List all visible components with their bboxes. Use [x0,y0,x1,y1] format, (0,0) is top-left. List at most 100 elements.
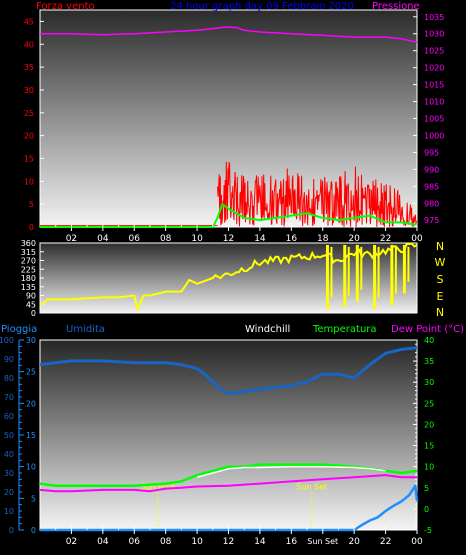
wind-pressure-x-tick-label: 16 [286,234,298,244]
pressure-axis-title: Pressione [372,1,420,12]
wind-tick-label: 25 [24,109,34,118]
dewpoint-legend: Dew Point (°C) [391,324,464,335]
wind-pressure-x-tick-label: 14 [254,234,266,244]
wind-series [217,161,417,228]
compass-label: W [435,256,446,269]
pressure-series [40,26,418,43]
wind-tick-label: 30 [24,86,34,95]
rain-tick-label: 20 [26,399,36,408]
temperature-humidity-x-tick-label: 16 [286,537,298,547]
humidity-tick-label: 80 [4,374,14,383]
wind-tick-label: 0 [29,223,34,232]
humidity-tick-label: 40 [4,450,14,459]
temperature-legend: Temperatura [312,324,377,335]
compass-label: N [436,240,444,253]
wind-pressure-x-tick-label: 04 [97,234,109,244]
dewpoint-series [39,474,417,493]
chart-title: 24 hour graph day 09 Febbraio 2020 [170,1,354,12]
compass-label: N [436,306,444,319]
rain-tick-label: 30 [26,336,36,345]
temperature-tick-label: 10 [424,463,434,472]
wind-pressure-x-tick-label: 00 [411,234,423,244]
temperature-humidity-x-tick-label: 06 [129,537,141,547]
sun-rise-label: Sun Rise [140,482,175,491]
pressure-tick-label: 1000 [424,131,444,140]
wind-tick-label: 45 [24,17,34,26]
direction-tick-label: 225 [21,265,36,274]
humidity-axis-title: Umidita [66,324,105,335]
humidity-tick-label: 10 [4,507,14,516]
temperature-tick-label: 20 [424,420,434,429]
windchill-legend: Windchill [245,324,290,335]
pressure-tick-label: 985 [424,182,439,191]
pressure-tick-label: 1005 [424,115,444,124]
humidity-tick-label: 60 [4,412,14,421]
temperature-humidity-x-tick-label: Sun Set [307,537,338,546]
humidity-tick-label: 90 [4,355,14,364]
direction-tick-label: 270 [21,257,36,266]
direction-series [39,242,418,313]
pressure-tick-label: 995 [424,148,439,157]
wind-pressure-x-tick-label: 10 [191,234,203,244]
humidity-tick-label: 30 [4,469,14,478]
humidity-tick-label: 0 [9,526,14,535]
humidity-tick-label: 50 [4,431,14,440]
rain-tick-label: 0 [31,526,36,535]
direction-tick-label: 315 [21,248,36,257]
gust-series [40,203,418,228]
temperature-tick-label: 40 [424,336,434,345]
temperature-tick-label: 35 [424,357,434,366]
wind-tick-label: 5 [29,200,34,209]
direction-tick-label: 180 [21,274,36,283]
direction-tick-label: 45 [26,300,36,309]
temperature-humidity-x-tick-label: 12 [223,537,234,547]
pressure-tick-label: 1030 [424,30,444,39]
humidity-tick-label: 100 [0,336,14,345]
pressure-tick-label: 1035 [424,13,444,22]
sun-set-label: Sun Set [296,482,327,491]
temperature-humidity-x-tick-label: 22 [380,537,391,547]
temperature-humidity-x-tick-label: 02 [66,537,77,547]
wind-pressure-x-tick-label: 18 [317,234,329,244]
temperature-humidity-x-tick-label: 14 [254,537,266,547]
pressure-tick-label: 1020 [424,64,444,73]
wind-axis-title: Forza vento [36,1,95,12]
temperature-humidity-plot-area [40,340,417,530]
humidity-tick-label: 70 [4,393,14,402]
humidity-series [39,346,418,395]
temperature-tick-label: 30 [424,378,434,387]
wind-tick-label: 20 [24,132,34,141]
temperature-humidity-x-tick-label: 20 [348,537,360,547]
temperature-tick-label: 5 [424,484,429,493]
rain-tick-label: 5 [31,494,36,503]
wind-tick-label: 15 [24,154,34,163]
wind-pressure-x-tick-label: 08 [160,234,172,244]
rain-tick-label: 15 [26,431,36,440]
compass-label: E [437,290,444,303]
wind-pressure-x-tick-label: 22 [380,234,391,244]
wind-tick-label: 35 [24,63,34,72]
wind-pressure-x-tick-label: 12 [223,234,234,244]
wind-pressure-plot-area [40,10,417,227]
wind-tick-label: 40 [24,40,34,49]
temperature-humidity-x-tick-label: 00 [411,537,423,547]
pressure-tick-label: 1010 [424,98,444,107]
wind-pressure-x-tick-label: 02 [66,234,77,244]
pressure-tick-label: 1025 [424,47,444,56]
temperature-tick-label: 0 [424,505,429,514]
temperature-humidity-x-tick-label: 10 [191,537,203,547]
temperature-humidity-x-tick-label: 08 [160,537,172,547]
rain-axis-title: Pioggia [1,324,37,335]
direction-tick-label: 135 [21,283,36,292]
direction-tick-label: 360 [21,239,36,248]
temperature-tick-label: -5 [424,526,432,535]
wind-tick-label: 10 [24,177,34,186]
temperature-tick-label: 25 [424,399,434,408]
windchill-series [196,465,386,478]
temperature-humidity-x-tick-label: 04 [97,537,109,547]
pressure-tick-label: 975 [424,216,439,225]
wind-pressure-x-tick-label: 06 [129,234,141,244]
pressure-tick-label: 980 [424,199,439,208]
